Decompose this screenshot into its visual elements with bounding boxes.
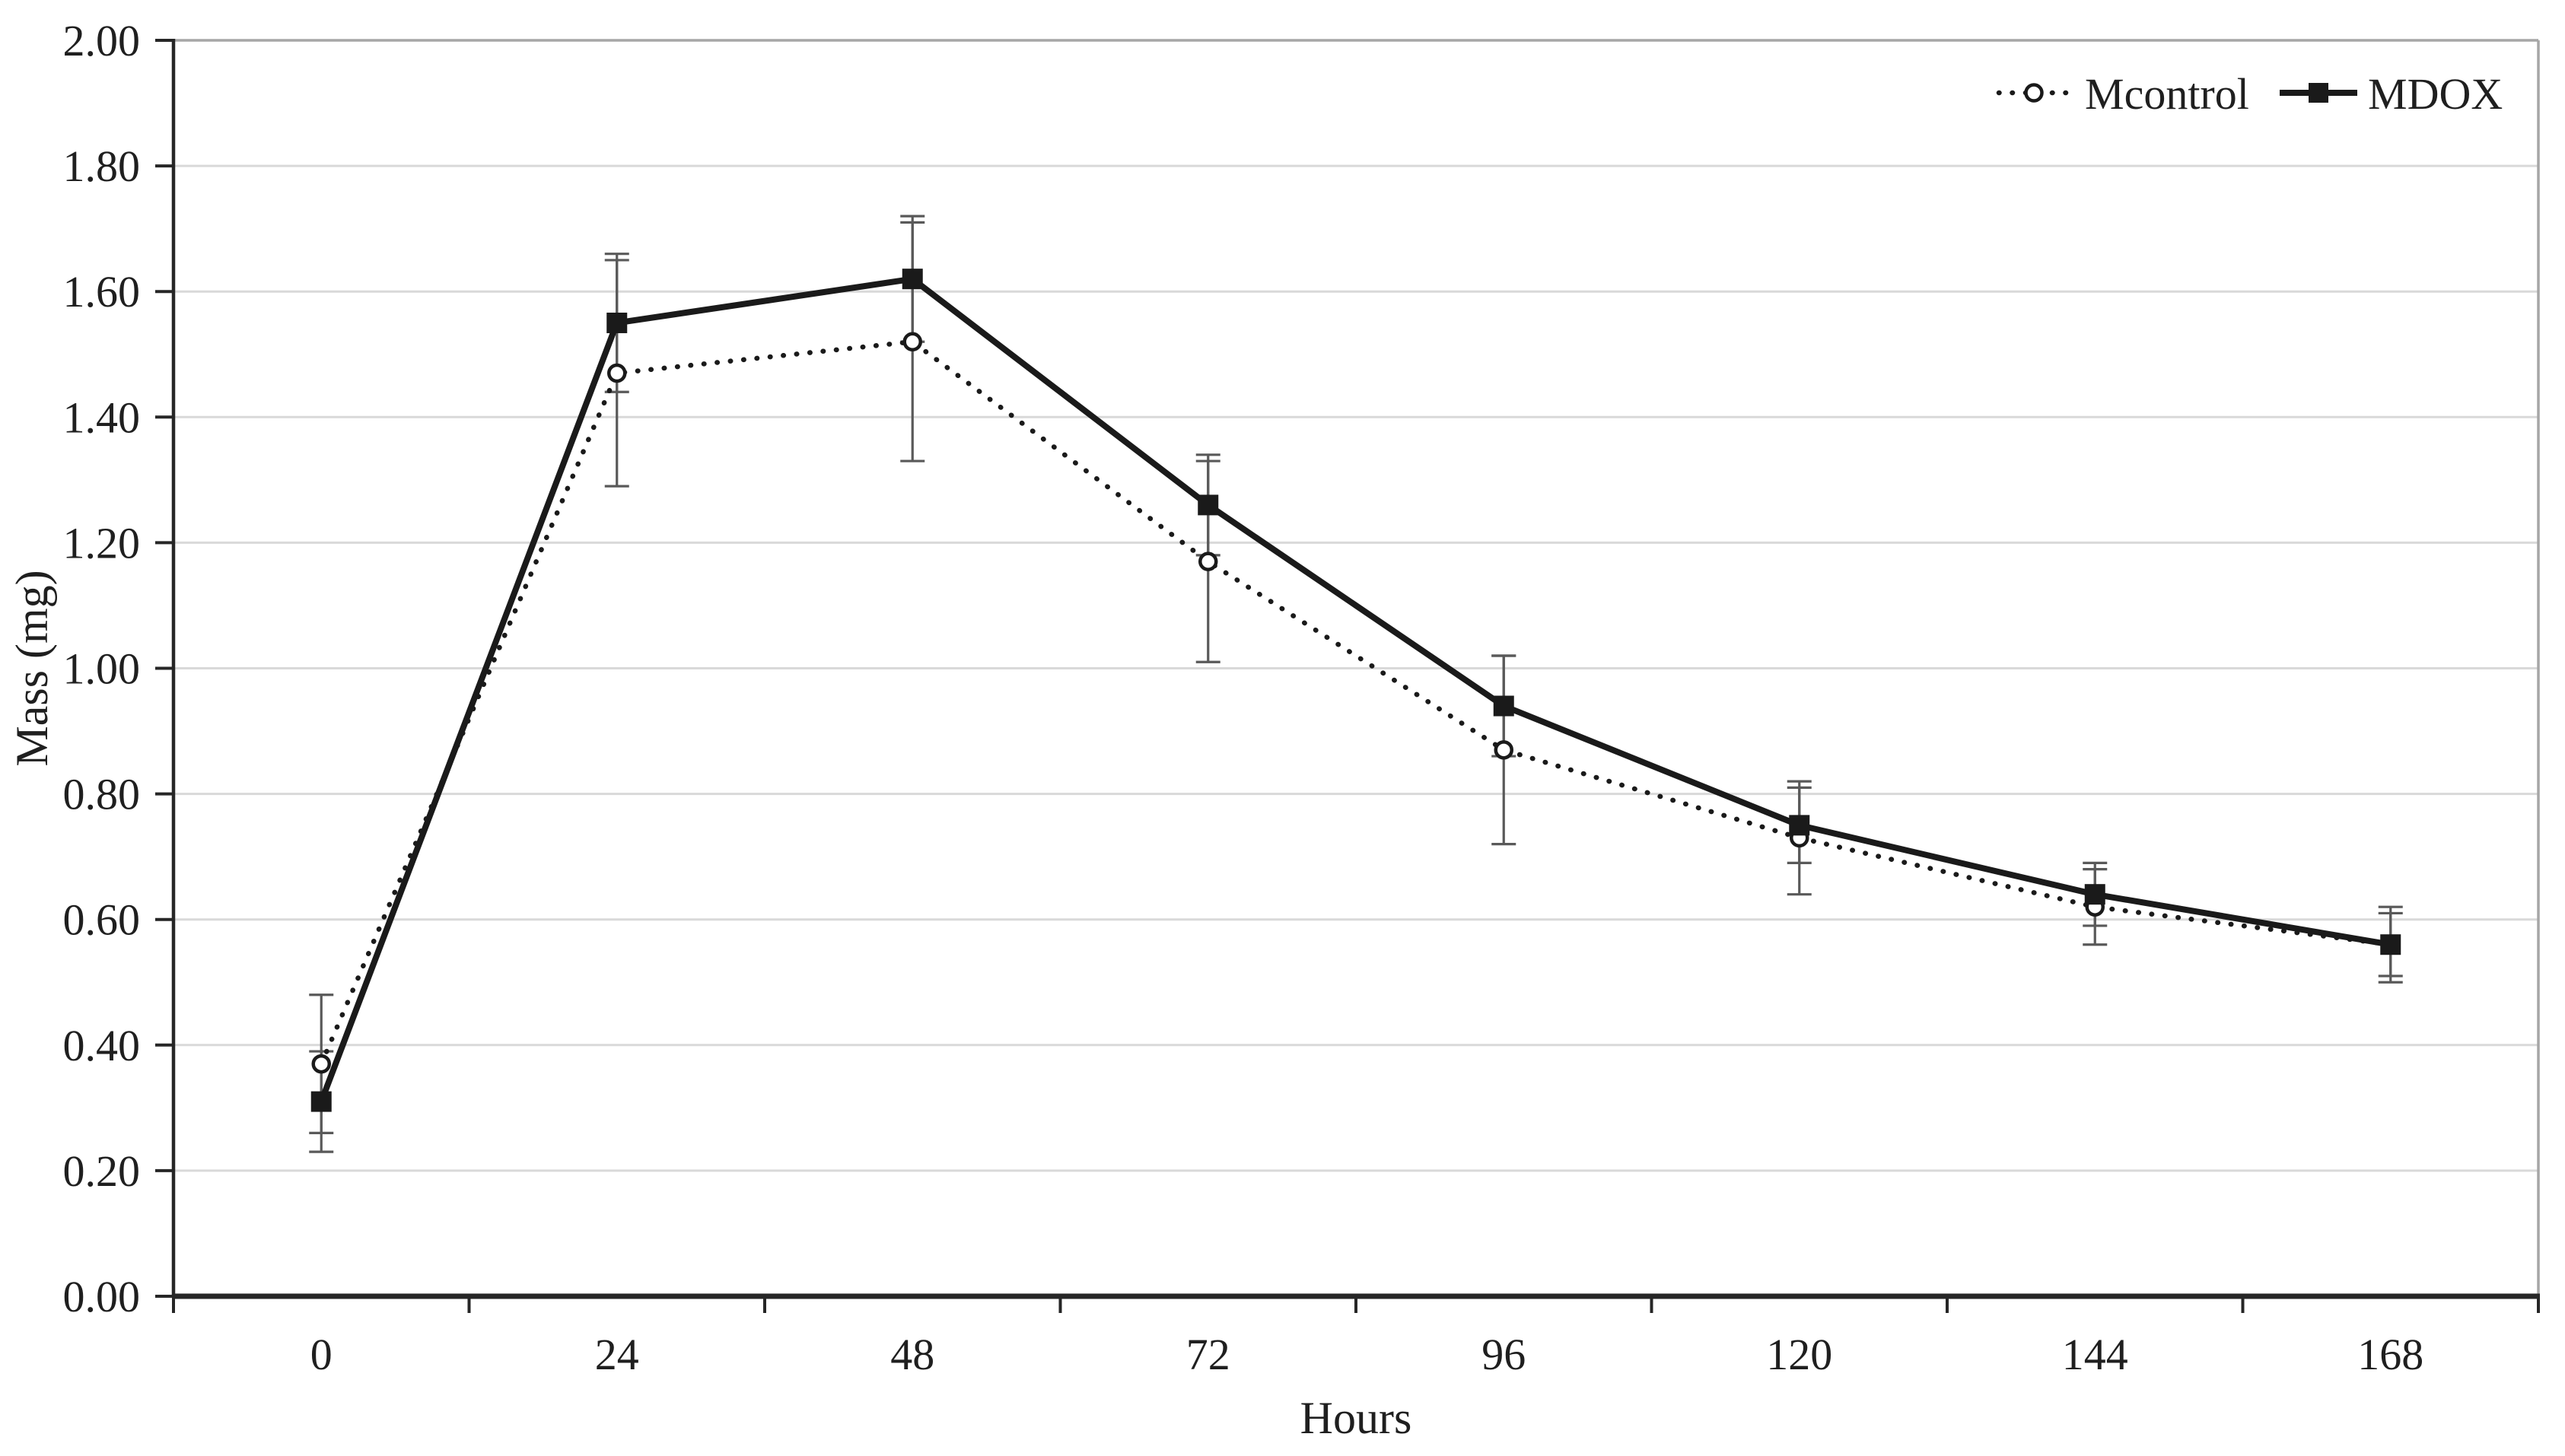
marker-filled-square-mdox: [310, 1091, 332, 1112]
marker-open-circle-mcontrol: [607, 363, 627, 383]
marker-filled-square-mdox: [1198, 494, 1219, 516]
x-tick-label: 72: [1186, 1330, 1230, 1379]
marker-open-circle-mcontrol: [1494, 740, 1513, 760]
marker-filled-square-mdox: [902, 269, 923, 290]
y-tick-label: 0.80: [63, 770, 141, 819]
y-tick-label: 0.60: [63, 895, 141, 945]
marker-filled-square-mdox: [606, 312, 628, 333]
marker-filled-square-mdox: [2084, 884, 2105, 905]
gridlines-group: [173, 164, 2538, 1172]
y-tick-label: 2.00: [63, 16, 141, 65]
y-tick-label: 0.20: [63, 1146, 141, 1196]
y-tick-label: 1.80: [63, 141, 141, 191]
axis-labels-group: 0.00 0.20 0.40 0.60 0.80 1.00 1.20 1.40 1.60 1.80…: [7, 16, 2423, 1443]
legend-filled-square-icon: [2309, 83, 2328, 103]
legend-item-mdox: MDOX: [2280, 69, 2503, 119]
y-tick-label: 1.60: [63, 267, 141, 316]
marker-filled-square-mdox: [2380, 934, 2401, 955]
y-tick-label: 1.20: [63, 518, 141, 567]
series-group: [310, 269, 2401, 1112]
y-tick-label: 0.00: [63, 1272, 141, 1321]
x-tick-label: 120: [1766, 1330, 1832, 1379]
legend-open-circle-icon: [2024, 83, 2044, 103]
legend-label-mcontrol: Mcontrol: [2085, 69, 2249, 119]
x-axis-title: Hours: [1300, 1393, 1412, 1443]
x-tick-label: 144: [2062, 1330, 2128, 1379]
error-bars-group: [309, 215, 2403, 1153]
plot-frame-group: [173, 39, 2540, 1296]
x-tick-label: 24: [595, 1330, 639, 1379]
legend-item-mcontrol: Mcontrol: [1996, 69, 2249, 119]
x-tick-label: 0: [310, 1330, 333, 1379]
y-tick-label: 0.40: [63, 1021, 141, 1070]
marker-open-circle-mcontrol: [902, 332, 922, 351]
legend-group: Mcontrol MDOX: [1996, 69, 2503, 119]
marker-filled-square-mdox: [1789, 815, 1810, 836]
x-tick-label: 48: [890, 1330, 934, 1379]
x-tick-label: 96: [1481, 1330, 1526, 1379]
y-tick-label: 1.40: [63, 393, 141, 442]
series-line-mdox: [318, 275, 2392, 1103]
marker-filled-square-mdox: [1493, 695, 1514, 717]
y-tick-label: 1.00: [63, 644, 141, 694]
x-tick-label: 168: [2357, 1330, 2423, 1379]
marker-open-circle-mcontrol: [311, 1054, 331, 1074]
y-axis-title: Mass (mg): [7, 570, 57, 766]
axes-group: [155, 39, 2540, 1313]
legend-label-mdox: MDOX: [2368, 69, 2503, 119]
series-line-mcontrol: [319, 339, 2393, 1067]
marker-open-circle-mcontrol: [1198, 552, 1218, 571]
